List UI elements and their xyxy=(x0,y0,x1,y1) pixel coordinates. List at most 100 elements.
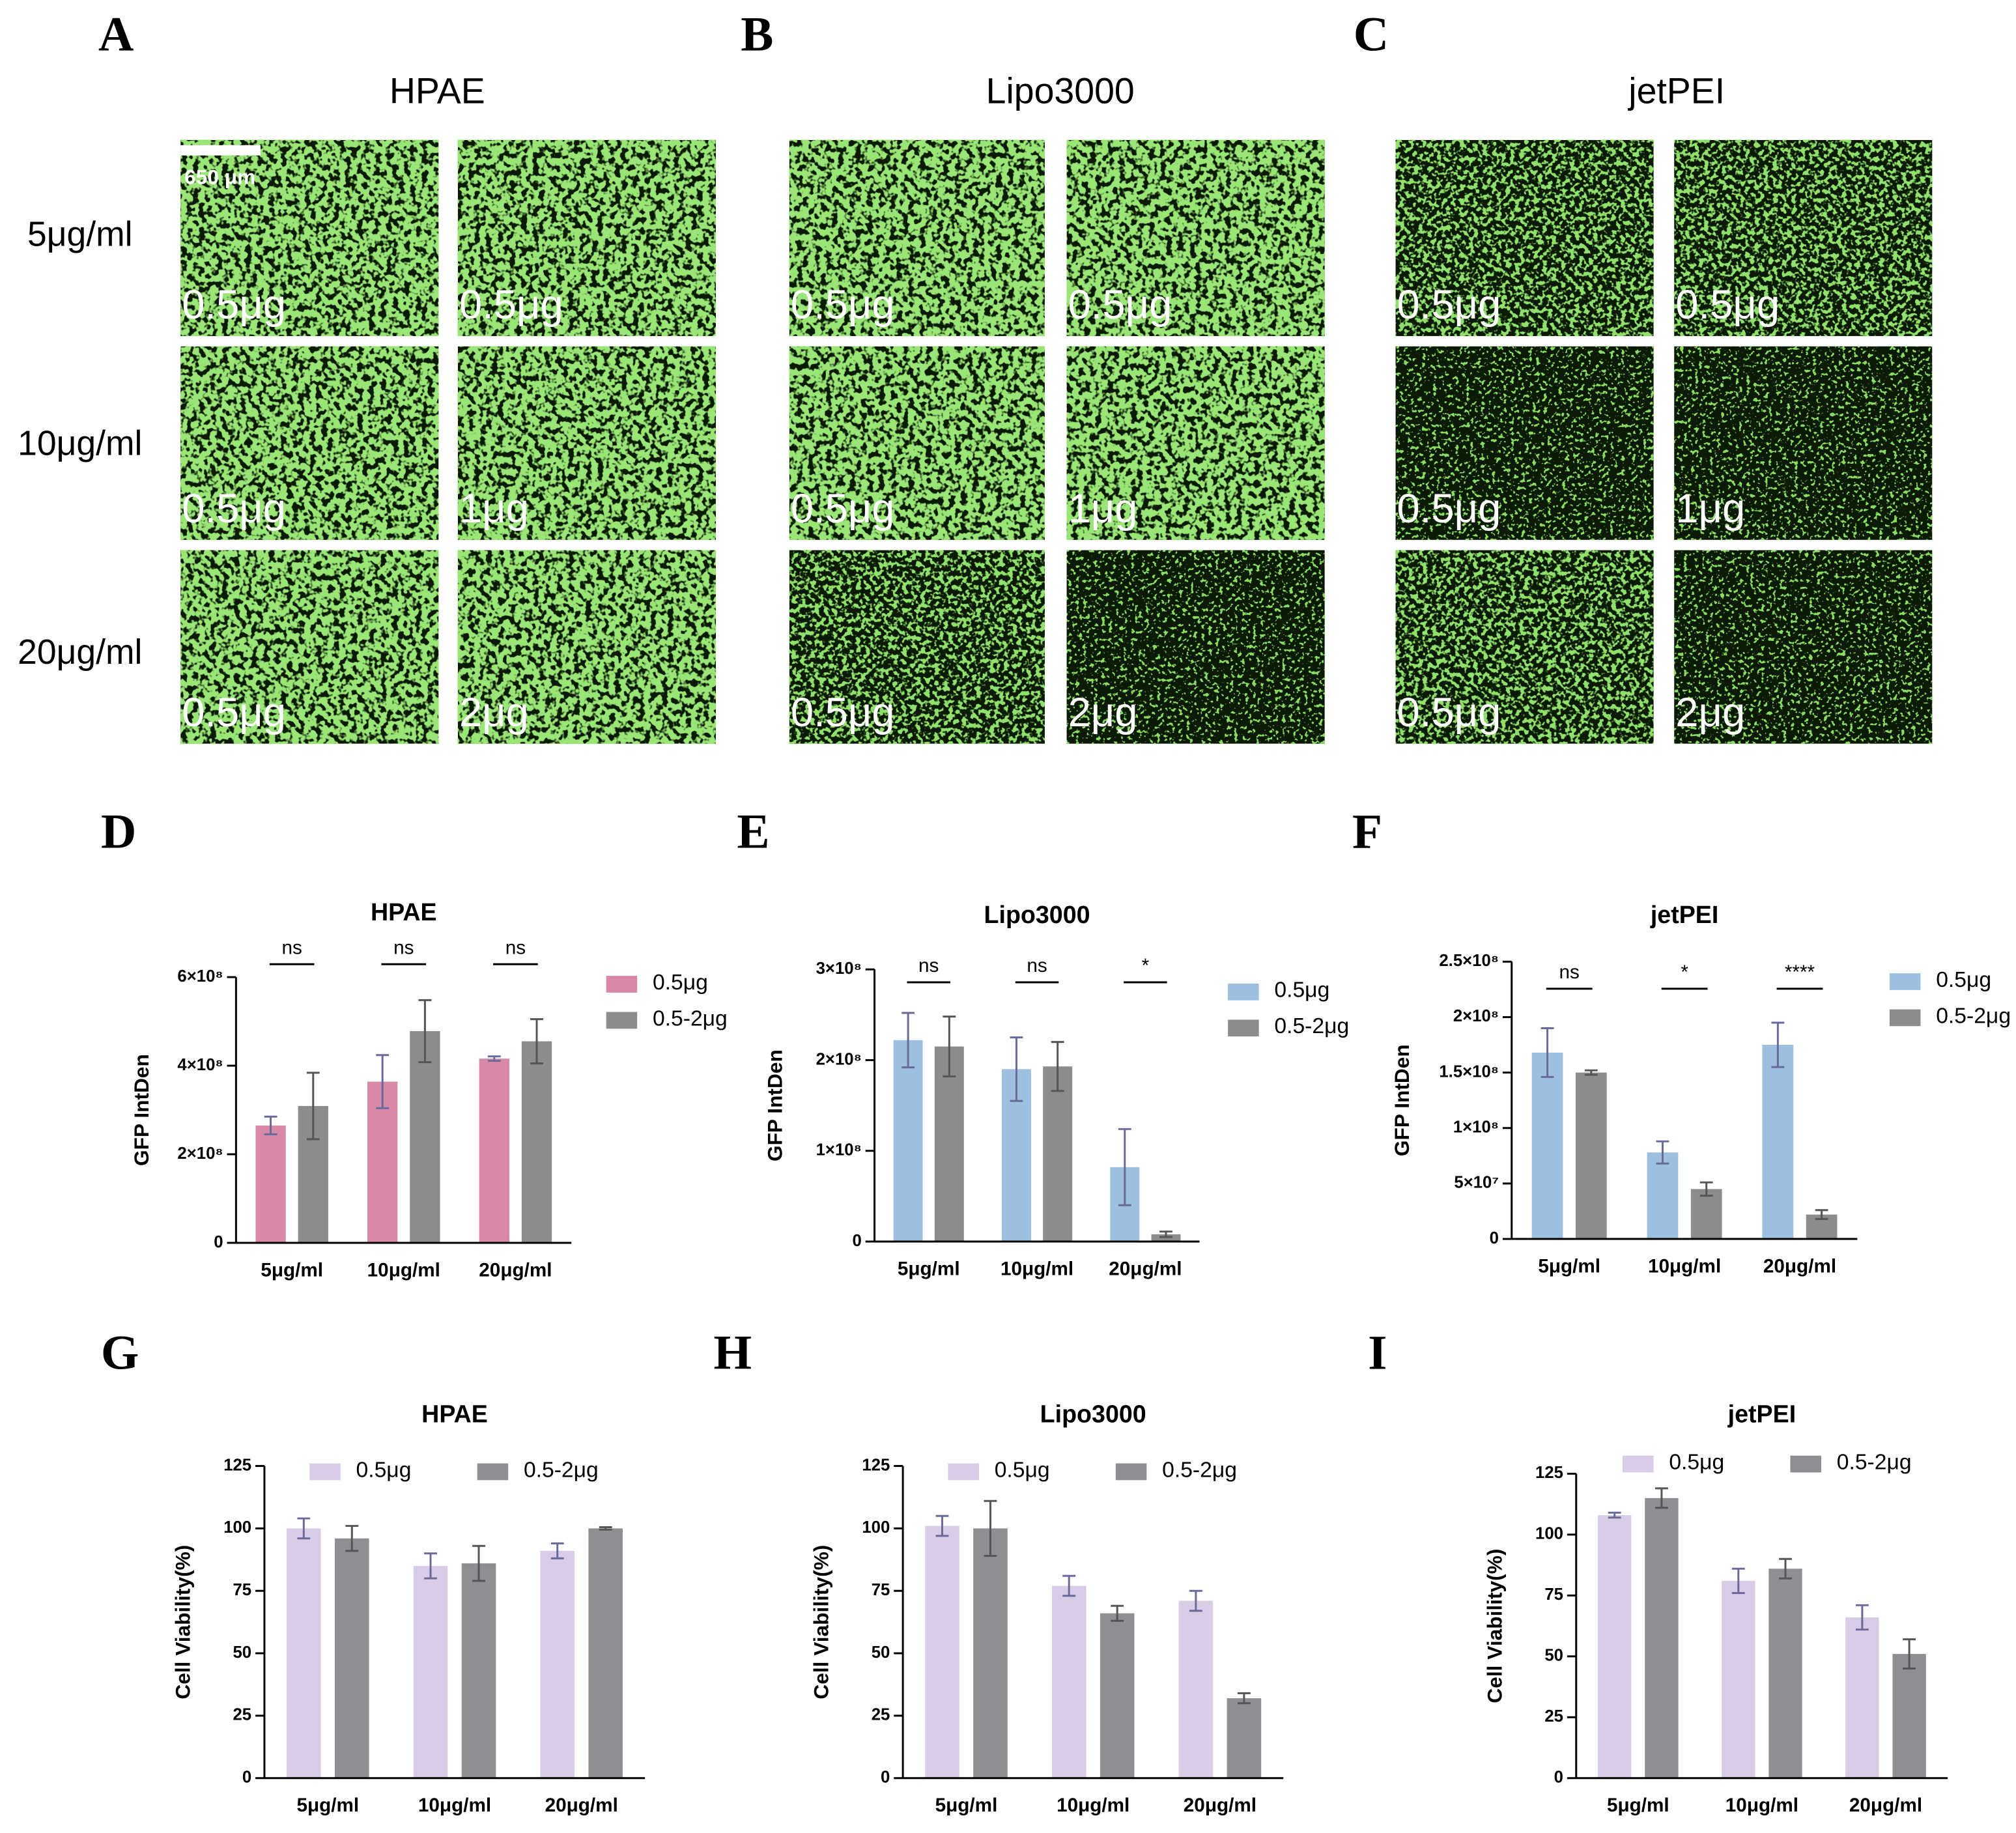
tile-label: 2μg xyxy=(459,690,529,735)
error-bar xyxy=(1010,1036,1023,1102)
y-tick-label: 1.5×10⁸ xyxy=(1439,1062,1499,1081)
legend-swatch xyxy=(1889,1009,1921,1027)
error-bar xyxy=(264,1115,277,1135)
y-tick-label: 5×10⁷ xyxy=(1454,1174,1499,1192)
error-bar xyxy=(1111,1604,1124,1622)
y-tick-label: 0 xyxy=(242,1769,251,1787)
significance-label: ns xyxy=(1027,955,1047,976)
legend-label: 0.5μg xyxy=(1936,968,1991,992)
x-tick-label: 20μg/ml xyxy=(545,1795,618,1816)
bar xyxy=(521,1041,552,1243)
bar xyxy=(461,1563,496,1778)
legend-swatch xyxy=(1228,983,1259,1001)
error-bar xyxy=(424,1552,437,1580)
y-tick-label: 25 xyxy=(872,1706,890,1724)
y-axis-label: GFP IntDen xyxy=(1390,1044,1413,1156)
fluorescence xyxy=(1395,550,1654,744)
tile-label: 0.5μg xyxy=(791,690,895,735)
chart-title: HPAE xyxy=(421,1400,488,1427)
fluorescence xyxy=(1674,139,1933,336)
row-label: 5μg/ml xyxy=(27,216,133,254)
error-bar xyxy=(935,1514,949,1537)
error-bar xyxy=(1540,1027,1554,1078)
bar xyxy=(1227,1698,1262,1778)
error-bar xyxy=(1118,1128,1131,1206)
chart-title: Lipo3000 xyxy=(984,901,1090,928)
error-bar xyxy=(1189,1589,1202,1612)
y-tick-label: 2×10⁸ xyxy=(177,1144,223,1163)
x-tick-label: 20μg/ml xyxy=(1109,1258,1182,1279)
error-bar xyxy=(1238,1692,1251,1705)
y-tick-label: 0 xyxy=(214,1233,223,1251)
y-tick-label: 100 xyxy=(223,1518,251,1537)
bar xyxy=(1690,1189,1722,1240)
bar xyxy=(1762,1045,1794,1240)
y-tick-label: 0 xyxy=(1490,1229,1499,1247)
y-tick-label: 125 xyxy=(1535,1464,1563,1482)
y-axis-label: GFP IntDen xyxy=(130,1054,153,1166)
y-axis-label: Cell Viability(%) xyxy=(171,1545,195,1699)
y-tick-label: 2×10⁸ xyxy=(816,1050,862,1068)
x-tick-label: 10μg/ml xyxy=(1001,1258,1073,1279)
legend-swatch xyxy=(948,1463,979,1481)
fluorescence xyxy=(1066,139,1325,336)
fluorescence xyxy=(1674,346,1933,540)
tile-label: 0.5μg xyxy=(1068,282,1172,328)
x-tick-label: 5μg/ml xyxy=(296,1795,359,1816)
x-tick-label: 10μg/ml xyxy=(1725,1795,1798,1816)
panel-title: HPAE xyxy=(390,70,485,111)
fluorescence xyxy=(789,139,1045,336)
error-bar xyxy=(1656,1140,1669,1165)
fluorescence xyxy=(180,139,439,336)
legend-label: 0.5μg xyxy=(653,971,708,995)
x-tick-label: 5μg/ml xyxy=(1538,1255,1600,1277)
y-tick-label: 125 xyxy=(223,1456,251,1474)
bar xyxy=(1575,1072,1607,1240)
error-bar xyxy=(1815,1209,1828,1220)
legend-label: 0.5-2μg xyxy=(1837,1450,1912,1474)
panel-letter: E xyxy=(737,804,769,859)
fluorescence xyxy=(789,346,1045,540)
error-bar xyxy=(487,1055,501,1062)
x-tick-label: 10μg/ml xyxy=(1648,1255,1721,1277)
panel-letter: G xyxy=(101,1326,139,1380)
y-tick-label: 2.5×10⁸ xyxy=(1439,952,1499,970)
bar xyxy=(287,1528,321,1778)
tile-label: 0.5μg xyxy=(182,486,286,532)
bar xyxy=(1178,1600,1214,1778)
bar xyxy=(1647,1152,1679,1240)
y-tick-label: 0 xyxy=(1554,1769,1563,1787)
error-bar xyxy=(1699,1181,1713,1197)
legend-label: 0.5-2μg xyxy=(1162,1458,1237,1482)
significance-label: ns xyxy=(281,937,302,958)
legend-label: 0.5μg xyxy=(995,1458,1050,1482)
tile-label: 0.5μg xyxy=(791,282,895,328)
y-tick-label: 50 xyxy=(1544,1647,1563,1665)
y-axis-label: Cell Viability(%) xyxy=(810,1545,833,1699)
significance-label: ns xyxy=(505,937,526,958)
bar xyxy=(934,1046,964,1242)
panel-letter: H xyxy=(713,1326,752,1380)
bar xyxy=(1645,1498,1679,1778)
y-tick-label: 125 xyxy=(862,1456,890,1474)
legend-swatch xyxy=(606,1012,638,1029)
y-axis-label: GFP IntDen xyxy=(763,1049,786,1161)
error-bar xyxy=(902,1012,915,1069)
error-bar xyxy=(550,1542,564,1559)
fluorescence xyxy=(1395,139,1654,336)
legend-label: 0.5μg xyxy=(1274,978,1329,1002)
panel-letter: F xyxy=(1352,804,1382,859)
y-tick-label: 75 xyxy=(233,1581,252,1599)
tile-label: 2μg xyxy=(1675,690,1745,735)
y-tick-label: 50 xyxy=(872,1643,890,1662)
panel-title: Lipo3000 xyxy=(986,70,1135,111)
panel-letter: D xyxy=(101,804,136,859)
panel-letter: A xyxy=(98,8,134,62)
y-tick-label: 2×10⁸ xyxy=(1453,1007,1499,1025)
error-bar xyxy=(472,1544,485,1582)
chart-title: HPAE xyxy=(371,898,437,926)
error-bar xyxy=(1855,1604,1869,1631)
panel-letter: I xyxy=(1368,1326,1387,1380)
y-tick-label: 0 xyxy=(852,1232,861,1250)
